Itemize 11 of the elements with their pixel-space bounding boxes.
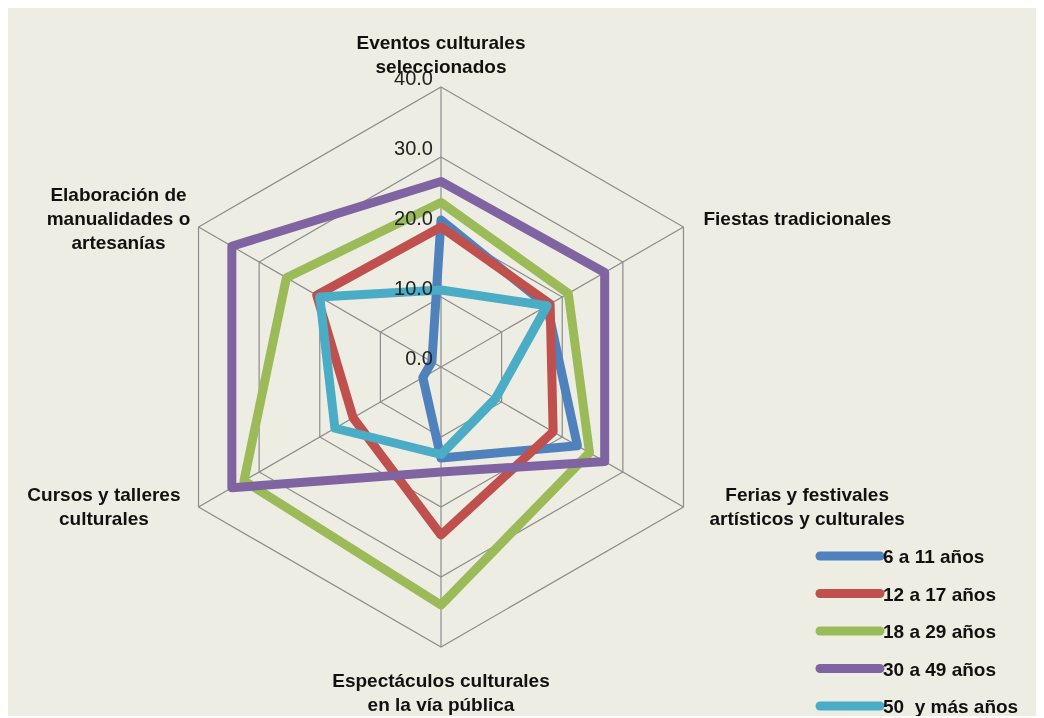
legend-label: 18 a 29 años	[883, 621, 997, 642]
spoke-label: Ferias y festivales artísticos y culturales	[709, 484, 905, 529]
spoke-label: Cursos y talleres culturales	[27, 484, 181, 529]
legend-label: 12 a 17 años	[883, 583, 997, 605]
legend-label: 6 a 11 años	[883, 546, 985, 567]
y-tick-label: 20.0	[394, 207, 433, 229]
spoke-label: Elaboración de manualidades o artesanías	[46, 184, 191, 253]
legend-label: 30 a 49 años	[883, 658, 997, 680]
y-tick-label: 30.0	[394, 137, 433, 159]
spoke-label: Espectáculos culturales en la vía pública	[332, 670, 550, 715]
spoke-label: Fiestas tradicionales	[703, 208, 892, 229]
